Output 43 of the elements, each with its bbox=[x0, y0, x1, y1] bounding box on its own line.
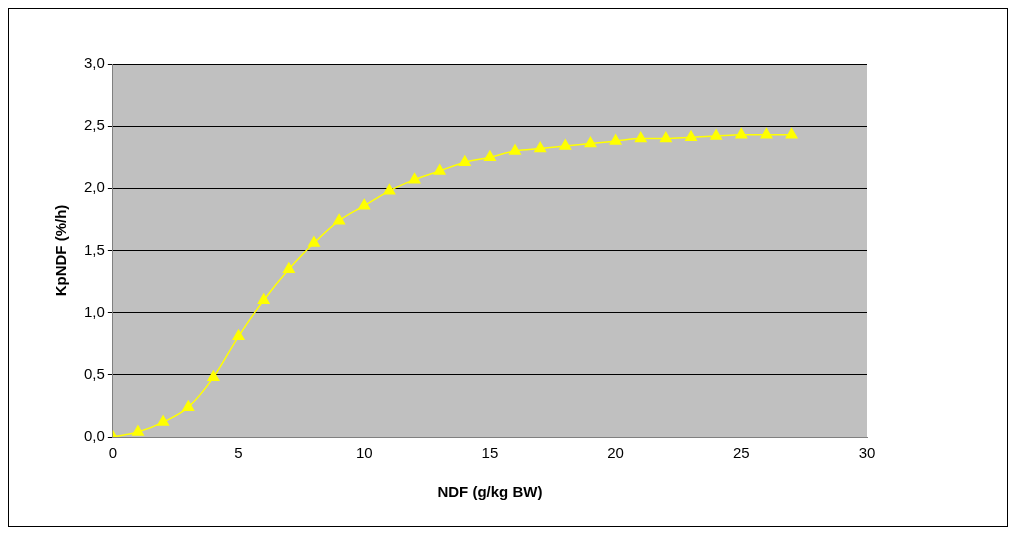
point bbox=[333, 213, 346, 225]
x-tick-label: 25 bbox=[732, 444, 750, 462]
point bbox=[685, 130, 697, 142]
point bbox=[433, 164, 446, 175]
y-tick-label: 2,5 bbox=[83, 116, 105, 134]
point bbox=[609, 134, 622, 145]
x-tick-label: 0 bbox=[108, 444, 118, 462]
point bbox=[509, 144, 522, 155]
y-tick-label: 3,0 bbox=[83, 54, 105, 72]
point bbox=[634, 131, 647, 143]
y-tick-label: 0,0 bbox=[83, 427, 105, 445]
x-tick-label: 20 bbox=[607, 444, 624, 462]
y-axis-title: KpNDF (%/h) bbox=[52, 204, 70, 297]
point bbox=[383, 184, 396, 195]
point bbox=[534, 141, 547, 153]
point bbox=[232, 329, 245, 341]
x-tick-label: 5 bbox=[234, 444, 243, 462]
point bbox=[257, 293, 270, 304]
x-axis-title: NDF (g/kg BW) bbox=[437, 483, 543, 501]
point bbox=[207, 370, 220, 382]
point bbox=[483, 150, 496, 161]
point bbox=[182, 400, 195, 411]
y-tick-label: 2,0 bbox=[83, 178, 105, 196]
point bbox=[785, 128, 798, 139]
point bbox=[760, 128, 773, 139]
point bbox=[308, 236, 320, 247]
point bbox=[282, 262, 295, 273]
point bbox=[735, 128, 748, 139]
point bbox=[358, 198, 371, 210]
point bbox=[132, 425, 144, 436]
point bbox=[408, 172, 421, 184]
point bbox=[659, 131, 672, 143]
x-tick-label: 30 bbox=[858, 444, 876, 462]
x-tick-label: 10 bbox=[355, 444, 373, 462]
y-tick-label: 0,5 bbox=[83, 364, 105, 382]
point bbox=[559, 139, 572, 150]
point bbox=[710, 129, 723, 140]
point bbox=[584, 136, 597, 148]
point bbox=[157, 415, 170, 426]
y-tick-label: 1,0 bbox=[83, 302, 105, 320]
point bbox=[458, 155, 471, 166]
y-tick-label: 1,5 bbox=[83, 240, 105, 258]
x-tick-label: 15 bbox=[481, 444, 499, 462]
